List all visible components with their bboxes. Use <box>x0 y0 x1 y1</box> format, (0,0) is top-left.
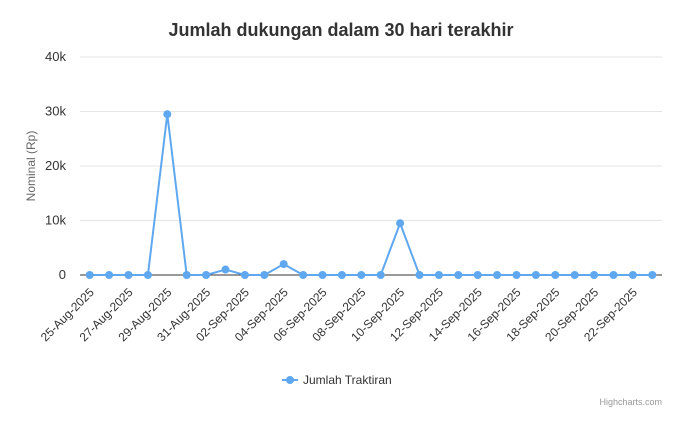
data-point[interactable] <box>143 271 152 279</box>
data-point[interactable] <box>240 271 249 279</box>
data-point[interactable] <box>124 271 133 279</box>
data-point[interactable] <box>202 271 211 279</box>
data-point[interactable] <box>357 271 366 279</box>
legend-series-label[interactable]: Jumlah Traktiran <box>303 373 392 387</box>
series-layer <box>85 110 657 279</box>
y-axis-ticks: 0 10k 20k 30k 40k <box>45 49 66 282</box>
data-point[interactable] <box>279 260 288 269</box>
data-point[interactable] <box>260 271 269 279</box>
y-tick-label: 30k <box>45 104 66 119</box>
data-point[interactable] <box>628 271 637 279</box>
data-point[interactable] <box>85 271 94 279</box>
legend[interactable]: Jumlah Traktiran <box>282 373 392 387</box>
data-point[interactable] <box>415 271 424 279</box>
data-point[interactable] <box>590 271 599 279</box>
x-axis-ticks: 25-Aug-202527-Aug-202529-Aug-202531-Aug-… <box>38 285 640 344</box>
data-point[interactable] <box>376 271 385 279</box>
data-point[interactable] <box>105 271 114 279</box>
legend-marker-icon <box>286 376 294 384</box>
data-point[interactable] <box>299 271 308 279</box>
y-tick-label: 10k <box>45 213 66 228</box>
data-point[interactable] <box>337 271 346 279</box>
y-axis-title: Nominal (Rp) <box>24 131 38 202</box>
data-point[interactable] <box>221 265 230 274</box>
data-point[interactable] <box>531 271 540 279</box>
chart-title: Jumlah dukungan dalam 30 hari terakhir <box>168 20 513 40</box>
data-point[interactable] <box>551 271 560 279</box>
credits-link[interactable]: Highcharts.com <box>599 397 662 407</box>
data-point[interactable] <box>512 271 521 279</box>
data-point[interactable] <box>396 219 405 228</box>
series-line <box>89 113 653 276</box>
data-point[interactable] <box>570 271 579 279</box>
data-point[interactable] <box>454 271 463 279</box>
y-tick-label: 0 <box>59 267 66 282</box>
data-point[interactable] <box>182 271 191 279</box>
data-point[interactable] <box>473 271 482 279</box>
data-point[interactable] <box>609 271 618 279</box>
grid-lines <box>80 56 662 276</box>
data-point[interactable] <box>493 271 502 279</box>
data-point[interactable] <box>163 110 172 119</box>
data-point[interactable] <box>318 271 327 279</box>
data-point[interactable] <box>648 271 657 279</box>
data-point[interactable] <box>434 271 443 279</box>
y-tick-label: 20k <box>45 158 66 173</box>
y-tick-label: 40k <box>45 49 66 64</box>
